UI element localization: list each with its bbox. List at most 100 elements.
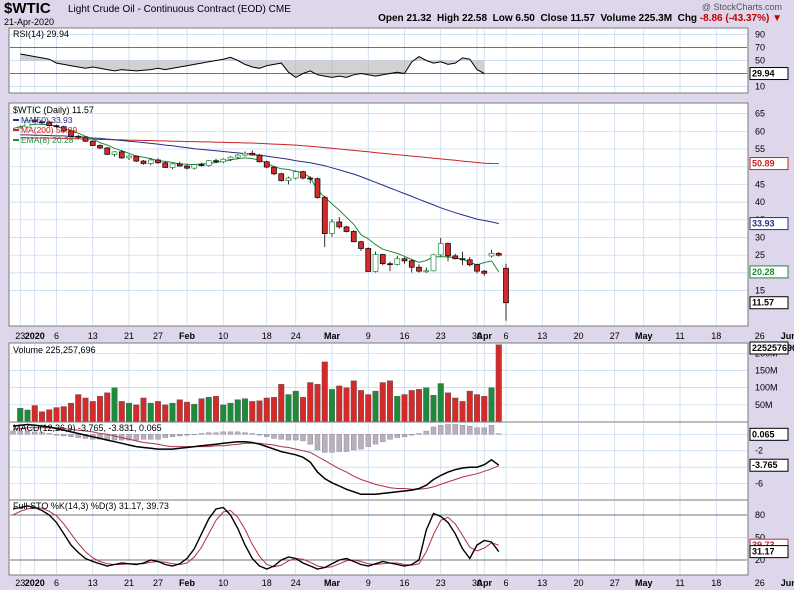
x-axis-label: 30 — [472, 331, 482, 341]
macd-histogram-bar — [423, 430, 429, 435]
volume-bar — [488, 387, 495, 423]
low-value: 6.50 — [515, 13, 535, 24]
candle-body — [430, 254, 437, 272]
price-y-tick: 15 — [755, 286, 765, 296]
macd-y-tick: -2 — [755, 446, 763, 456]
brand-watermark: @ StockCharts.com — [701, 2, 782, 12]
macd-histogram-bar — [75, 434, 81, 438]
volume-bar — [249, 401, 256, 423]
volume-bar — [343, 387, 350, 423]
volume-bar — [183, 401, 190, 423]
macd-histogram-bar — [148, 434, 154, 440]
volume-bar — [263, 397, 270, 423]
candle-body — [379, 254, 386, 265]
open-value: 21.32 — [406, 13, 432, 24]
candle-body — [89, 140, 96, 146]
candle-body — [162, 162, 169, 168]
volume-bar — [227, 402, 234, 423]
candle-body — [249, 152, 256, 156]
volume-bar — [140, 397, 147, 423]
high-value: 22.58 — [462, 13, 488, 24]
macd-histogram-bar — [445, 424, 451, 435]
volume-bar — [241, 398, 248, 423]
candle-body — [234, 154, 241, 158]
candle-body — [343, 226, 350, 232]
ma200-line — [20, 137, 499, 165]
volume-bar — [416, 389, 423, 423]
x-axis-label: 27 — [610, 331, 620, 341]
candle-body — [242, 152, 248, 156]
candle-body — [474, 264, 480, 272]
volume-bar — [430, 395, 437, 423]
price-panel-frame — [8, 102, 749, 327]
candle-body — [147, 159, 154, 164]
sto-k-last-value: 31.17 — [752, 547, 775, 557]
x-axis-label: 23 — [436, 331, 446, 341]
x-axis-label-bottom: 24 — [291, 578, 301, 588]
macd-histogram-bar — [198, 433, 205, 435]
macd-histogram-bar — [314, 434, 321, 451]
volume-bar — [285, 394, 292, 423]
macd-histogram-bar — [53, 434, 60, 436]
rsi-area — [20, 54, 485, 78]
macd-histogram-bar — [97, 434, 103, 440]
volume-bar — [212, 396, 219, 423]
candle-body — [39, 121, 45, 124]
rsi-y-tick: 90 — [755, 30, 765, 40]
candle-body — [17, 126, 24, 129]
candle-body — [263, 161, 270, 168]
macd-histogram-bar — [380, 434, 386, 442]
low-label: Low — [492, 13, 513, 24]
macd-histogram-bar — [68, 434, 74, 437]
x-axis-label: Mar — [324, 331, 341, 341]
volume-bar — [474, 394, 481, 423]
candle-body — [307, 177, 314, 180]
volume-bar — [111, 387, 118, 423]
candle-body — [503, 267, 509, 304]
rsi-y-tick: 70 — [755, 43, 765, 53]
x-axis-label: 6 — [503, 331, 508, 341]
candle-body — [292, 171, 299, 179]
x-axis-label-bottom: Jun — [781, 578, 794, 588]
macd-histogram-bar — [438, 425, 444, 435]
x-axis-label-bottom: 6 — [54, 578, 59, 588]
ma50-last-value: 33.93 — [752, 219, 775, 229]
macd-histogram-bar — [329, 434, 335, 453]
volume-bar — [169, 402, 176, 423]
candle-body — [336, 221, 343, 228]
volume-bar — [125, 402, 132, 423]
chg-value: -8.86 (-43.37%) — [699, 13, 770, 24]
x-axis-label: 24 — [291, 331, 301, 341]
volume-y-tick: 150M — [755, 365, 778, 375]
volume-bar — [481, 396, 488, 423]
candle-body — [31, 119, 38, 123]
volume-last-value-box — [749, 341, 789, 355]
macd-histogram-bar — [155, 434, 161, 440]
legend-entry: MA(50) 33.93 — [21, 115, 73, 125]
macd-histogram-bar — [285, 434, 292, 441]
chg-arrow-icon: ▼ — [772, 13, 782, 24]
volume-bar — [205, 397, 212, 423]
macd-last-value-box — [749, 458, 789, 472]
exchange-text: CME — [268, 4, 291, 15]
price-y-tick: 55 — [755, 144, 765, 154]
volume-bar — [401, 394, 408, 423]
macd-histogram-bar — [61, 434, 67, 437]
candle-body — [46, 121, 53, 127]
candle-body — [97, 145, 103, 149]
candle-body — [488, 253, 495, 257]
candle-body — [285, 177, 292, 181]
volume-bar — [60, 406, 67, 423]
volume-y-tick: 100M — [755, 383, 778, 393]
volume-bar — [24, 409, 31, 423]
candle-body — [329, 221, 335, 234]
volume-bar — [423, 387, 430, 423]
volume-bar — [89, 401, 96, 423]
macd-histogram-bar — [264, 434, 270, 437]
candle-body — [53, 125, 60, 128]
symbol-title: $WTIC — [4, 0, 51, 17]
candle-body — [452, 255, 459, 260]
macd-histogram-bar — [452, 424, 458, 435]
macd-histogram-bar — [177, 434, 183, 437]
